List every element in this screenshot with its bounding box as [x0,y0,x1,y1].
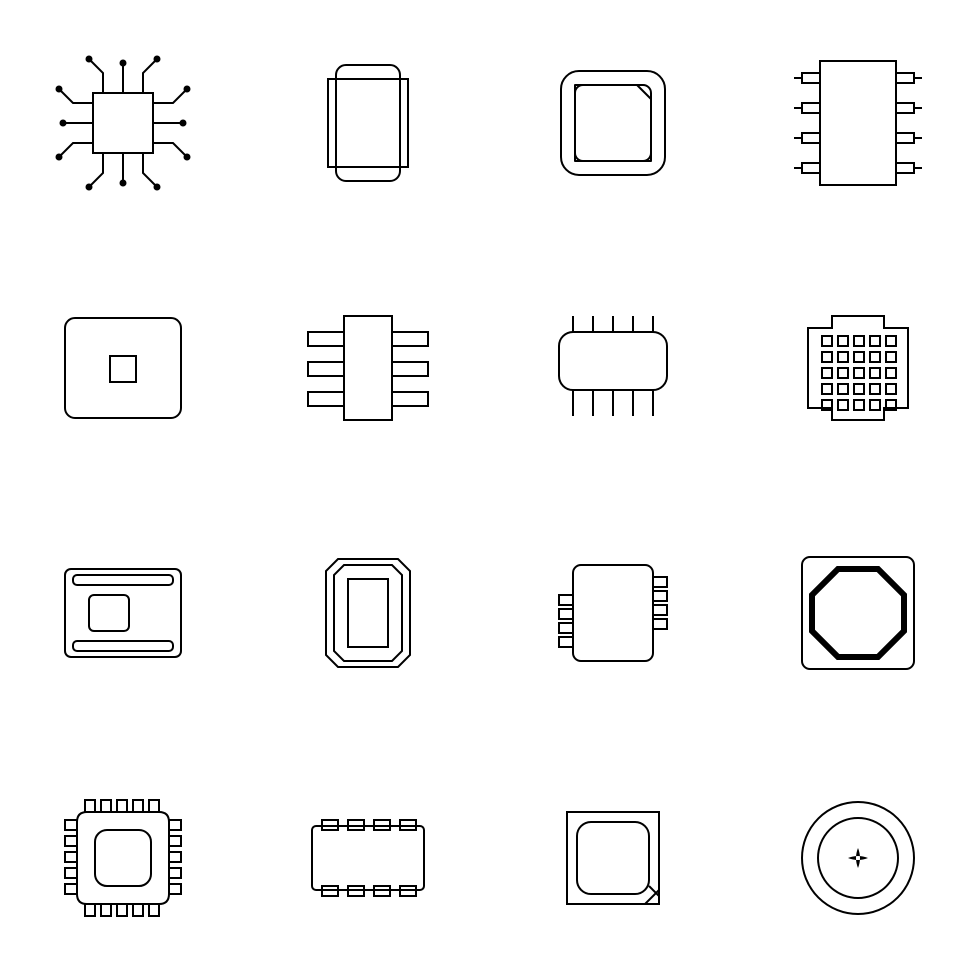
so-package-icon [288,778,448,938]
cell-3-3 [735,735,980,980]
cell-1-3 [735,245,980,490]
sim-chip-icon [533,43,693,203]
octagon-pad-icon [778,533,938,693]
cpu-circuit-icon [43,43,203,203]
led-pad-icon [533,778,693,938]
cell-2-1 [245,490,490,735]
icon-grid [0,0,980,980]
capacitor-icon [288,43,448,203]
cpu-notched-icon [43,778,203,938]
cell-2-3 [735,490,980,735]
crystal-chip-icon [288,533,448,693]
cell-2-2 [490,490,735,735]
cell-3-2 [490,735,735,980]
cell-0-0 [0,0,245,245]
bga-grid-icon [778,288,938,448]
module-window-icon [43,533,203,693]
cell-2-0 [0,490,245,735]
cell-0-3 [735,0,980,245]
cell-3-0 [0,735,245,980]
cell-1-1 [245,245,490,490]
connector-3pin-icon [288,288,448,448]
cell-1-2 [490,245,735,490]
cell-1-0 [0,245,245,490]
cell-0-1 [245,0,490,245]
cell-0-2 [490,0,735,245]
ic-side-pins-icon [533,533,693,693]
cell-3-1 [245,735,490,980]
die-square-icon [43,288,203,448]
ic-8pin-icon [778,43,938,203]
round-target-icon [778,778,938,938]
ic-comb-icon [533,288,693,448]
